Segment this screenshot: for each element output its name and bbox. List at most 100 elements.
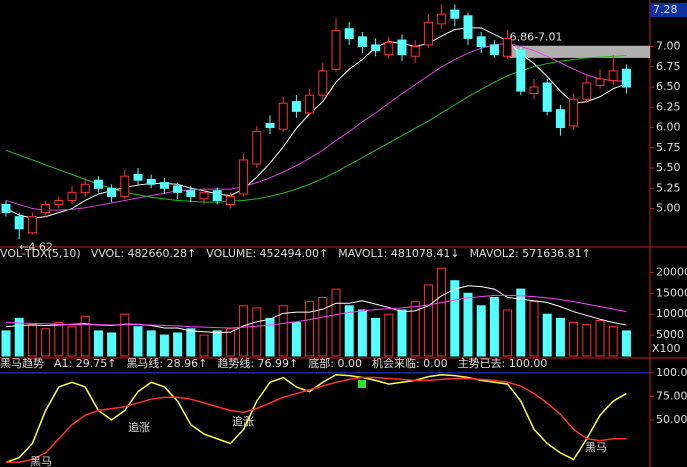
y-tick-label: 20000 — [656, 265, 687, 278]
volume-bar — [529, 301, 539, 357]
header-text: VOL-TDX(5,10) — [0, 247, 81, 260]
y-tick-label: 50.00 — [656, 413, 687, 426]
y-tick-label: 15000 — [656, 286, 687, 299]
candle-body — [516, 50, 526, 92]
candle-body — [384, 42, 394, 56]
volume-bar — [595, 319, 605, 357]
volume-bar — [173, 332, 183, 357]
volume-bar — [423, 284, 433, 357]
volume-bar — [278, 305, 288, 357]
candle-body — [582, 82, 592, 100]
y-tick-label: 5.50 — [656, 161, 681, 174]
annotation: 追涨 — [128, 420, 150, 434]
candle-body — [186, 190, 196, 197]
volume-bar — [107, 332, 117, 357]
volume-bar — [305, 301, 315, 357]
candle-body — [133, 174, 143, 181]
y-tick-label: 5000 — [656, 328, 684, 341]
candle-body — [239, 159, 249, 195]
volume-bar — [318, 296, 328, 357]
y-tick-label: 6.25 — [656, 100, 681, 113]
header-text: MAVOL1: 481078.41↓ — [338, 247, 459, 260]
candle-body — [608, 70, 618, 82]
candle-body — [67, 191, 77, 201]
volume-bar — [555, 317, 565, 357]
volume-bar — [54, 322, 64, 357]
unit-label: X100 — [652, 342, 681, 355]
volume-bar — [410, 301, 420, 357]
candle-body — [371, 44, 381, 52]
volume-bar — [397, 309, 407, 357]
candle-body — [344, 28, 354, 39]
volume-bar — [80, 315, 90, 357]
volume-bar — [239, 305, 249, 357]
volume-bar — [371, 317, 381, 357]
volume-bar — [41, 328, 51, 357]
candle-body — [278, 102, 288, 130]
volume-bar — [516, 288, 526, 357]
candle-body — [410, 46, 420, 57]
volume-bar — [1, 330, 11, 357]
candle-body — [291, 101, 301, 112]
y-tick-label: 6.75 — [656, 60, 681, 73]
volume-bar — [133, 326, 143, 357]
volume-bar — [331, 288, 341, 357]
line — [5, 42, 627, 211]
candle-body — [305, 94, 315, 114]
volume-bar — [384, 313, 394, 357]
y-tick-label: 6.00 — [656, 121, 681, 134]
y-tick-label: 100.0 — [656, 366, 687, 379]
header-text: 黑马线: 28.96↑ — [126, 356, 207, 370]
candle-body — [476, 36, 486, 48]
candle-body — [252, 131, 262, 165]
volume-bar — [27, 324, 37, 357]
y-tick-label: 5.75 — [656, 141, 681, 154]
volume-bar — [476, 305, 486, 357]
line — [5, 294, 627, 329]
volume-bar — [621, 330, 631, 357]
zone — [509, 45, 650, 58]
volume-bar — [437, 267, 447, 357]
volume-bar — [212, 330, 222, 357]
y-tick-label: 5.25 — [656, 181, 681, 194]
candle-body — [529, 86, 539, 95]
line — [6, 376, 627, 464]
price-marker-label: 7.28 — [653, 3, 678, 16]
volume-bar — [463, 292, 473, 357]
zone-label: 6.86-7.01 — [510, 31, 563, 44]
volume-bar — [291, 322, 301, 357]
candle-body — [1, 204, 11, 214]
volume-bar — [14, 317, 24, 357]
y-tick-label: 75.00 — [656, 389, 687, 402]
volume-bar — [357, 309, 367, 357]
candle-body — [423, 21, 433, 46]
candle-body — [621, 68, 631, 88]
candle-body — [14, 216, 24, 230]
annotation: 黑马 — [30, 455, 52, 467]
y-tick-label: 6.50 — [656, 80, 681, 93]
candle-body — [489, 44, 499, 56]
volume-bar — [186, 328, 196, 357]
volume-bar — [252, 307, 262, 357]
volume-bar — [489, 296, 499, 357]
header-text: A1: 29.75↑ — [54, 357, 116, 370]
candle-body — [265, 123, 275, 129]
signal-marker — [358, 380, 366, 388]
header-text: VVOL: 482660.28↑ — [91, 247, 197, 260]
volume-bar — [146, 330, 156, 357]
header-text: 趋势线: 76.99↑ — [217, 356, 298, 370]
line — [5, 373, 627, 463]
candle-body — [107, 187, 117, 197]
candle-body — [225, 195, 235, 205]
candle-body — [463, 15, 473, 39]
volume-bar — [265, 317, 275, 357]
candle-body — [569, 98, 579, 127]
candle-body — [555, 109, 565, 129]
candle-body — [93, 179, 103, 189]
candle-body — [199, 191, 209, 200]
candle-body — [159, 182, 169, 189]
volume-bar — [503, 309, 513, 357]
candle-body — [331, 29, 341, 70]
y-tick-label: 5.00 — [656, 202, 681, 215]
header-text: 机会来临: 0.00 — [372, 356, 448, 370]
